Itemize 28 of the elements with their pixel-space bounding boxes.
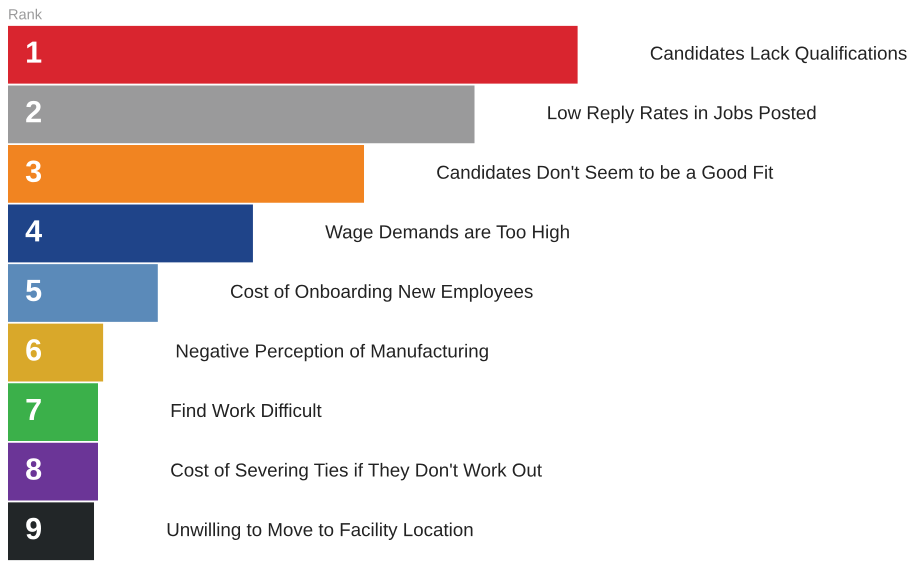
y-tick-label: 6 <box>26 339 42 361</box>
annotation: Find Work Difficult <box>172 403 322 418</box>
bar <box>8 264 158 322</box>
annotation: Unwilling to Move to Facility Location <box>168 522 472 540</box>
bar <box>8 204 253 262</box>
y-tick-label: 5 <box>26 280 42 302</box>
y-tick-label: 4 <box>26 220 42 242</box>
text: Candidates Lack Qualifications <box>650 46 907 64</box>
y-axis-title: Rank <box>9 8 42 20</box>
annotation: Candidates Don't Seem to be a Good Fit <box>437 165 774 179</box>
bar <box>8 324 104 382</box>
y-tick-label: 9 <box>26 518 41 540</box>
annotation: Cost of Onboarding New Employees <box>230 284 533 302</box>
y-tick-label: 2 <box>26 100 41 122</box>
annotation: Negative Perception of Manufacturing <box>176 344 488 362</box>
bar <box>8 502 94 560</box>
y-tick-label: 3 <box>26 160 42 182</box>
y-tick-label: 8 <box>26 458 42 480</box>
y-tick-label: 7 <box>26 398 41 420</box>
bar <box>8 442 98 501</box>
annotation: Low Reply Rates in Jobs Posted <box>548 106 816 124</box>
annotation: Cost of Severing Ties if They Don't Work Out <box>171 462 542 480</box>
bar <box>8 383 98 441</box>
annotation: Wage Demands are Too High <box>325 224 569 242</box>
bar <box>8 85 475 144</box>
y-tick-label: 1 <box>27 42 42 63</box>
bar <box>8 145 364 203</box>
bar <box>8 26 578 84</box>
